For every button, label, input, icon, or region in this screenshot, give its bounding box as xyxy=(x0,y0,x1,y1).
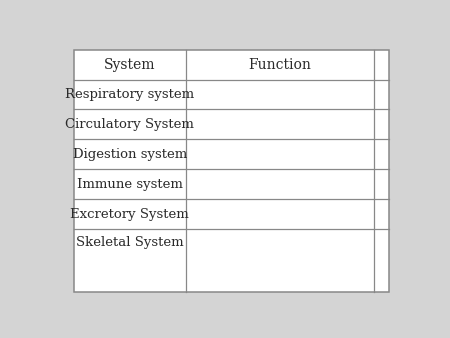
Text: Skeletal System: Skeletal System xyxy=(76,236,184,249)
Text: System: System xyxy=(104,57,155,72)
Text: Excretory System: Excretory System xyxy=(70,208,189,220)
Text: Digestion system: Digestion system xyxy=(72,148,187,161)
Text: Circulatory System: Circulatory System xyxy=(65,118,194,131)
Text: Respiratory system: Respiratory system xyxy=(65,88,194,101)
Text: Function: Function xyxy=(249,57,311,72)
Text: Immune system: Immune system xyxy=(77,178,183,191)
